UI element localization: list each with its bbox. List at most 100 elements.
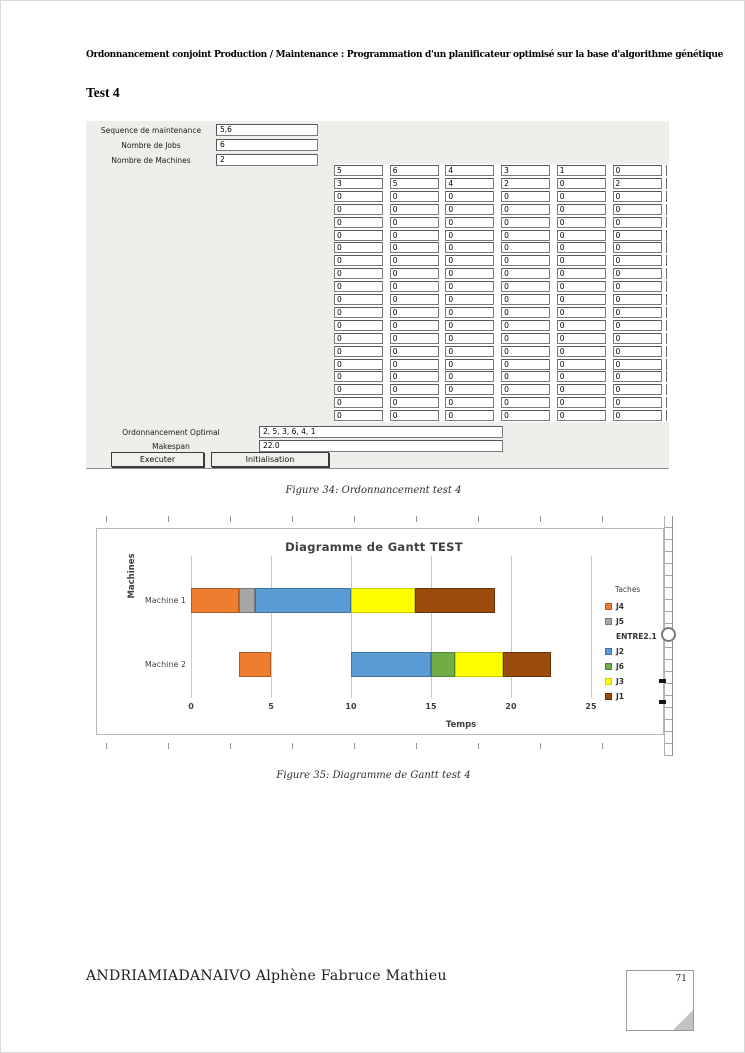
matrix-cell[interactable]: 0 [612,345,662,357]
matrix-cell[interactable]: 0 [334,242,383,254]
matrix-cell[interactable]: 0 [389,345,439,357]
matrix-cell[interactable]: 0 [445,281,495,293]
matrix-cell[interactable]: 0 [389,371,439,383]
matrix-cell[interactable]: 0 [556,294,606,305]
matrix-cell[interactable]: 0 [334,358,383,370]
makespan-input[interactable]: 22.0 [259,440,503,452]
matrix-cell[interactable]: 0 [501,242,551,254]
matrix-cell[interactable]: 0 [389,255,439,267]
matrix-cell[interactable]: 0 [501,281,551,293]
matrix-cell[interactable]: 0 [445,358,495,370]
matrix-cell[interactable]: 0 [334,384,383,396]
matrix-cell[interactable]: 0 [389,319,439,331]
matrix-cell[interactable]: 2 [612,177,662,189]
matrix-cell[interactable]: 0 [389,242,439,254]
matrix-cell[interactable]: 0 [445,384,495,396]
matrix-cell[interactable]: 0 [556,345,606,357]
matrix-cell[interactable]: 0 [612,203,662,215]
matrix-cell[interactable]: 2 [501,177,551,189]
matrix-cell[interactable]: 0 [334,203,383,215]
jobs-count-input[interactable]: 6 [216,139,318,151]
matrix-cell[interactable]: 0 [445,410,495,422]
matrix-cell[interactable]: 4 [445,177,495,189]
matrix-cell[interactable]: 0 [612,319,662,331]
matrix-cell[interactable]: 0 [334,410,383,422]
matrix-cell[interactable]: 0 [556,319,606,331]
matrix-cell[interactable]: 0 [556,203,606,215]
matrix-cell[interactable]: 0 [612,332,662,344]
matrix-cell[interactable]: 0 [445,216,495,228]
matrix-cell[interactable]: 0 [556,397,606,409]
matrix-cell[interactable]: 0 [445,190,495,202]
matrix-cell[interactable]: 0 [445,397,495,409]
matrix-cell[interactable]: 0 [612,268,662,280]
matrix-cell[interactable]: 0 [556,216,606,228]
matrix-cell[interactable]: 0 [445,294,495,305]
matrix-cell[interactable]: 0 [445,268,495,280]
matrix-cell[interactable]: 0 [445,306,495,318]
matrix-cell[interactable]: 0 [334,371,383,383]
matrix-cell[interactable]: 0 [501,190,551,202]
matrix-cell[interactable]: 4 [445,165,495,176]
matrix-cell[interactable]: 0 [334,397,383,409]
matrix-cell[interactable]: 6 [389,165,439,176]
matrix-cell[interactable]: 0 [445,203,495,215]
matrix-cell[interactable]: 0 [445,229,495,241]
matrix-cell[interactable]: 0 [445,242,495,254]
matrix-cell[interactable]: 0 [501,319,551,331]
matrix-cell[interactable]: 0 [389,332,439,344]
matrix-cell[interactable]: 0 [389,190,439,202]
matrix-cell[interactable]: 0 [334,281,383,293]
matrix-cell[interactable]: 0 [612,281,662,293]
matrix-cell[interactable]: 0 [556,242,606,254]
matrix-cell[interactable]: 0 [501,268,551,280]
matrix-cell[interactable]: 0 [612,371,662,383]
matrix-cell[interactable]: 0 [612,216,662,228]
matrix-cell[interactable]: 0 [389,229,439,241]
matrix-cell[interactable]: 0 [445,319,495,331]
matrix-cell[interactable]: 0 [556,190,606,202]
matrix-cell[interactable]: 0 [612,397,662,409]
matrix-cell[interactable]: 0 [556,229,606,241]
matrix-cell[interactable]: 0 [334,319,383,331]
matrix-cell[interactable]: 0 [612,165,662,176]
matrix-cell[interactable]: 0 [334,306,383,318]
matrix-cell[interactable]: 0 [445,255,495,267]
matrix-cell[interactable]: 0 [556,177,606,189]
maintenance-sequence-input[interactable]: 5,6 [216,124,318,136]
matrix-cell[interactable]: 0 [612,255,662,267]
matrix-cell[interactable]: 0 [334,216,383,228]
matrix-cell[interactable]: 0 [612,242,662,254]
matrix-cell[interactable]: 5 [334,165,383,176]
matrix-cell[interactable]: 3 [501,165,551,176]
matrix-cell[interactable]: 0 [612,229,662,241]
matrix-cell[interactable]: 0 [612,190,662,202]
matrix-cell[interactable]: 0 [389,281,439,293]
matrix-cell[interactable]: 0 [334,268,383,280]
matrix-cell[interactable]: 0 [556,358,606,370]
matrix-cell[interactable]: 0 [556,332,606,344]
matrix-cell[interactable]: 0 [501,216,551,228]
matrix-cell[interactable]: 0 [445,332,495,344]
matrix-cell[interactable]: 0 [334,229,383,241]
matrix-cell[interactable]: 0 [389,294,439,305]
matrix-cell[interactable]: 0 [556,306,606,318]
matrix-cell[interactable]: 0 [389,306,439,318]
matrix-cell[interactable]: 0 [334,345,383,357]
matrix-cell[interactable]: 0 [389,268,439,280]
matrix-cell[interactable]: 0 [612,410,662,422]
matrix-cell[interactable]: 0 [501,229,551,241]
matrix-cell[interactable]: 0 [501,397,551,409]
matrix-cell[interactable]: 0 [612,294,662,305]
matrix-cell[interactable]: 0 [334,294,383,305]
initialisation-button[interactable]: Initialisation [211,452,329,467]
matrix-cell[interactable]: 0 [612,306,662,318]
matrix-cell[interactable]: 0 [556,281,606,293]
matrix-cell[interactable]: 0 [556,255,606,267]
matrix-cell[interactable]: 0 [501,384,551,396]
matrix-cell[interactable]: 0 [612,358,662,370]
matrix-cell[interactable]: 0 [501,294,551,305]
matrix-cell[interactable]: 0 [556,384,606,396]
matrix-cell[interactable]: 0 [389,216,439,228]
matrix-cell[interactable]: 0 [501,332,551,344]
